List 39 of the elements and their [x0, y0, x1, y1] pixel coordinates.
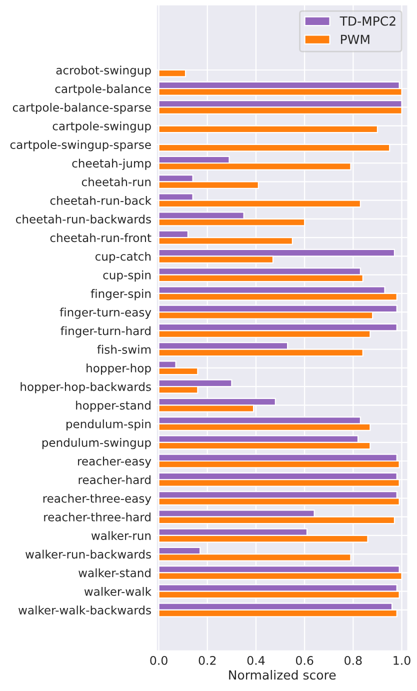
- x-tick-label: 0.6: [296, 656, 314, 665]
- y-tick-label: fish-swim: [97, 344, 151, 354]
- y-tick-label: finger-turn-hard: [60, 326, 150, 338]
- y-tick-label: walker-run: [91, 531, 151, 540]
- y-tick-label: cup-spin: [103, 270, 151, 282]
- y-tick-label: cheetah-jump: [72, 158, 151, 170]
- y-tick-label: hopper-hop-backwards: [20, 382, 151, 394]
- y-tick-label: walker-walk: [84, 586, 152, 596]
- legend-label: TD-MPC2: [340, 16, 396, 26]
- y-tick-label: hopper-hop: [86, 364, 151, 375]
- y-tick-label: reacher-three-hard: [44, 512, 150, 522]
- y-tick-label: cartpole-swingup: [52, 121, 151, 133]
- y-tick-label: cheetah-run-backwards: [16, 214, 151, 224]
- y-tick-label: cheetah-run-front: [50, 233, 152, 242]
- x-tick-label: 0.2: [198, 656, 216, 665]
- x-tick-label: 1.0: [394, 656, 410, 665]
- y-tick-label: hopper-stand: [76, 400, 150, 412]
- y-tick-label: cartpole-balance-sparse: [12, 102, 151, 114]
- x-tick-label: 0.8: [344, 656, 362, 665]
- y-tick-label: reacher-hard: [78, 475, 150, 484]
- y-tick-label: walker-stand: [78, 568, 150, 578]
- y-tick-label: cartpole-swingup-sparse: [10, 140, 151, 152]
- y-tick-label: walker-walk-backwards: [18, 606, 151, 615]
- y-tick-label: pendulum-spin: [66, 419, 151, 431]
- x-axis-title: Normalized score: [229, 670, 336, 680]
- y-tick-label: cheetah-run-back: [50, 196, 152, 205]
- y-tick-label: finger-turn-easy: [60, 308, 152, 319]
- y-tick-label: reacher-three-easy: [43, 494, 152, 506]
- legend-label: PWM: [341, 34, 370, 44]
- y-tick-label: cartpole-balance: [55, 84, 151, 96]
- x-tick-label: 0.4: [247, 656, 265, 665]
- y-tick-label: acrobot-swingup: [56, 66, 151, 77]
- y-tick-label: walker-run-backwards: [26, 550, 151, 559]
- y-tick-label: cup-catch: [95, 252, 151, 263]
- x-tick-label: 0.0: [150, 656, 168, 665]
- y-tick-label: cheetah-run: [82, 177, 151, 186]
- y-tick-label: pendulum-swingup: [42, 438, 151, 450]
- y-tick-label: finger-spin: [90, 289, 151, 300]
- y-tick-label: reacher-easy: [78, 456, 152, 468]
